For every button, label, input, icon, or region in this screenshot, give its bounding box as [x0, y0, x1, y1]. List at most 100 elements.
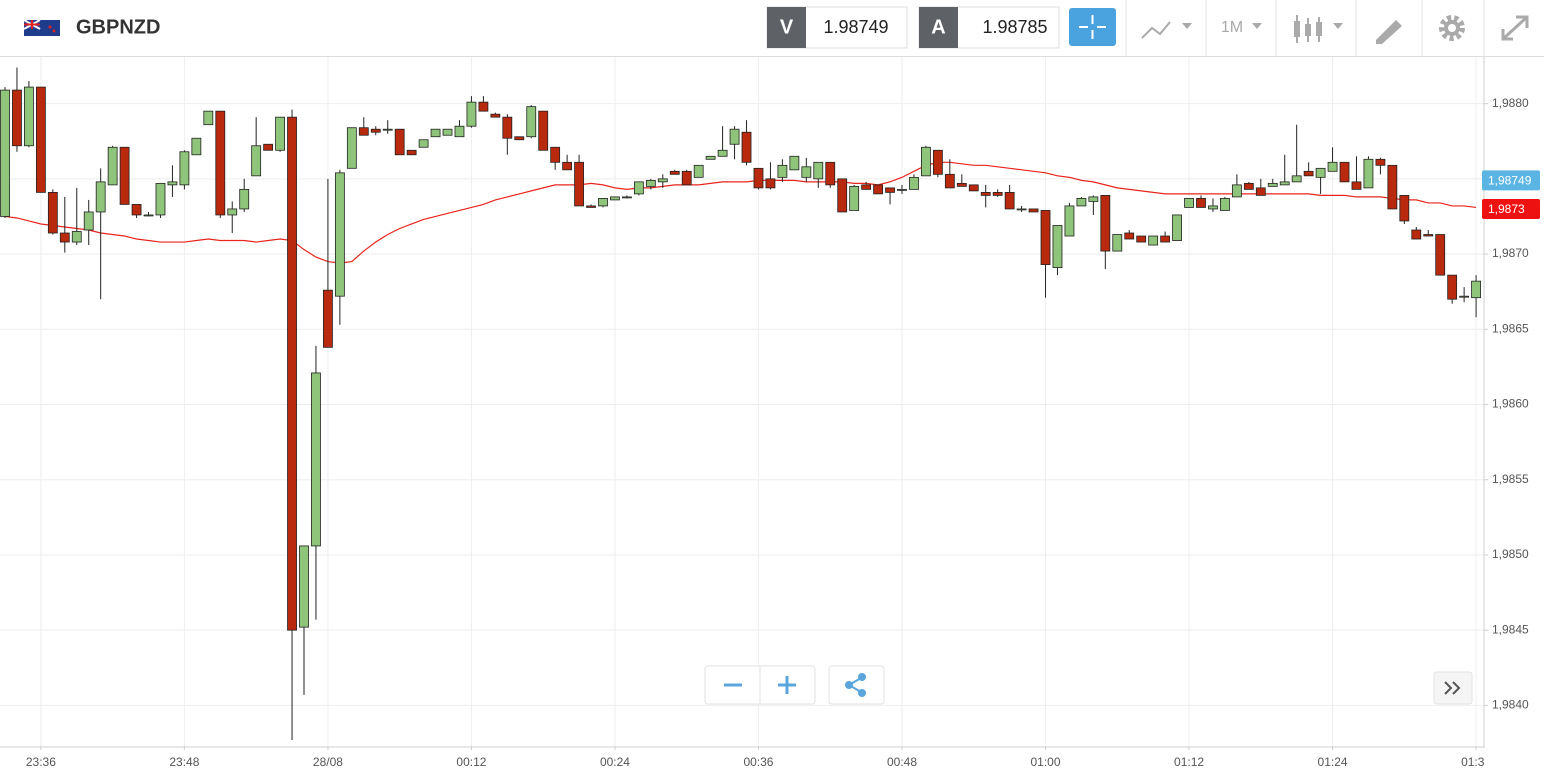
candle-body — [275, 116, 285, 151]
candle-body — [1004, 191, 1015, 210]
y-tick-label: 1,9840 — [1492, 698, 1529, 712]
candle-body — [346, 127, 357, 169]
candle-body — [1076, 198, 1087, 207]
candle-body — [1196, 198, 1206, 208]
candle-body — [610, 196, 620, 201]
chart-type-button[interactable] — [1294, 15, 1343, 43]
candle-body — [693, 164, 704, 178]
x-tick-label: 00:24 — [600, 755, 630, 769]
indicators-button[interactable] — [1141, 21, 1192, 39]
candle-body — [334, 172, 345, 297]
candle-body — [370, 128, 381, 133]
candle-body — [705, 155, 716, 160]
candle-body — [729, 128, 740, 145]
flag-icon — [23, 19, 60, 36]
x-tick-label: 01:12 — [1174, 755, 1204, 769]
y-tick-label: 1,9860 — [1492, 397, 1529, 411]
candle-body — [191, 137, 202, 156]
candle-body — [801, 166, 812, 178]
candle-body — [861, 184, 872, 190]
candle-body — [956, 182, 967, 187]
candle-body — [669, 170, 680, 175]
candle-body — [24, 86, 34, 147]
candle-body — [909, 176, 919, 190]
candle-body — [406, 149, 417, 156]
candle-body — [1160, 235, 1171, 243]
y-tick-label: 1,9855 — [1492, 472, 1529, 486]
x-tick-label: 28/08 — [313, 755, 343, 769]
bid-label: V — [780, 16, 794, 38]
candle-body — [921, 146, 931, 177]
candle-body — [813, 161, 824, 180]
candle-body — [1375, 158, 1386, 166]
candle-body — [1387, 164, 1398, 210]
fullscreen-button[interactable] — [1501, 15, 1529, 41]
candle-body — [287, 116, 297, 631]
candle-body — [454, 125, 465, 138]
candle-body — [885, 187, 895, 193]
y-tick-label: 1,9850 — [1492, 547, 1529, 561]
candle-body — [71, 231, 82, 243]
share-button[interactable] — [828, 665, 885, 705]
ask-label-box — [919, 7, 958, 48]
x-tick-label: 00:12 — [456, 755, 486, 769]
candle-body — [789, 155, 800, 171]
candle-body — [299, 545, 309, 628]
candle-body — [932, 149, 943, 175]
scroll-right-button[interactable] — [1433, 671, 1473, 705]
candle-body — [1124, 232, 1135, 240]
candle-body — [1459, 295, 1470, 298]
candle-body — [107, 146, 118, 186]
x-tick-labels: 23:36 23:48 28/08 00:12 00:24 00:36 00:48 01:00… — [26, 755, 1484, 769]
candle-body — [47, 191, 58, 234]
candle-body — [59, 232, 70, 243]
x-tick-label: 01:00 — [1031, 755, 1061, 769]
candle-body — [1088, 196, 1099, 202]
candle-body — [944, 173, 955, 189]
y-tick-label: 1,9865 — [1492, 321, 1529, 335]
candle-body — [980, 191, 991, 196]
plot — [0, 67, 1481, 740]
candle-body — [598, 198, 608, 207]
candle-body — [1303, 170, 1314, 177]
candle-body — [1016, 208, 1027, 211]
zoom-controls — [704, 665, 816, 705]
candle-body — [1423, 234, 1434, 237]
candle-body — [526, 106, 537, 138]
candle-body — [586, 205, 596, 208]
candle-body — [1411, 229, 1422, 240]
timeframe[interactable]: 1M — [1221, 19, 1243, 36]
settings-button[interactable] — [1439, 15, 1465, 41]
candle-body — [1327, 161, 1338, 172]
candle-body — [825, 161, 836, 186]
candle-body — [131, 204, 142, 216]
candle-body — [849, 185, 860, 211]
crosshair-button[interactable] — [1069, 8, 1116, 46]
candle-body — [681, 170, 692, 186]
zoom-in-button[interactable] — [778, 676, 796, 694]
candle-body — [1471, 280, 1481, 299]
candle-body — [633, 181, 644, 195]
candle-body — [478, 101, 489, 112]
candle-body — [1040, 210, 1051, 266]
candle-body — [1351, 181, 1362, 190]
price-tag-label: 1,98749 — [1488, 174, 1532, 188]
price-tag — [1482, 198, 1540, 219]
candle-body — [1231, 184, 1242, 198]
candle-body — [466, 101, 477, 127]
candle-body — [1208, 205, 1218, 210]
candle-body — [1339, 161, 1350, 183]
symbol: GBPNZD — [76, 16, 160, 38]
candle-body — [717, 149, 728, 157]
x-tick-label: 23:36 — [26, 755, 56, 769]
bid-price: 1.98749 — [823, 17, 888, 37]
draw-button[interactable] — [1376, 20, 1402, 44]
y-tick-label: 1,9880 — [1492, 96, 1529, 110]
candle-body — [968, 184, 979, 192]
candle-body — [0, 89, 10, 217]
candle-body — [490, 113, 501, 118]
candle-body — [1447, 274, 1458, 300]
candle-body — [1399, 195, 1410, 222]
